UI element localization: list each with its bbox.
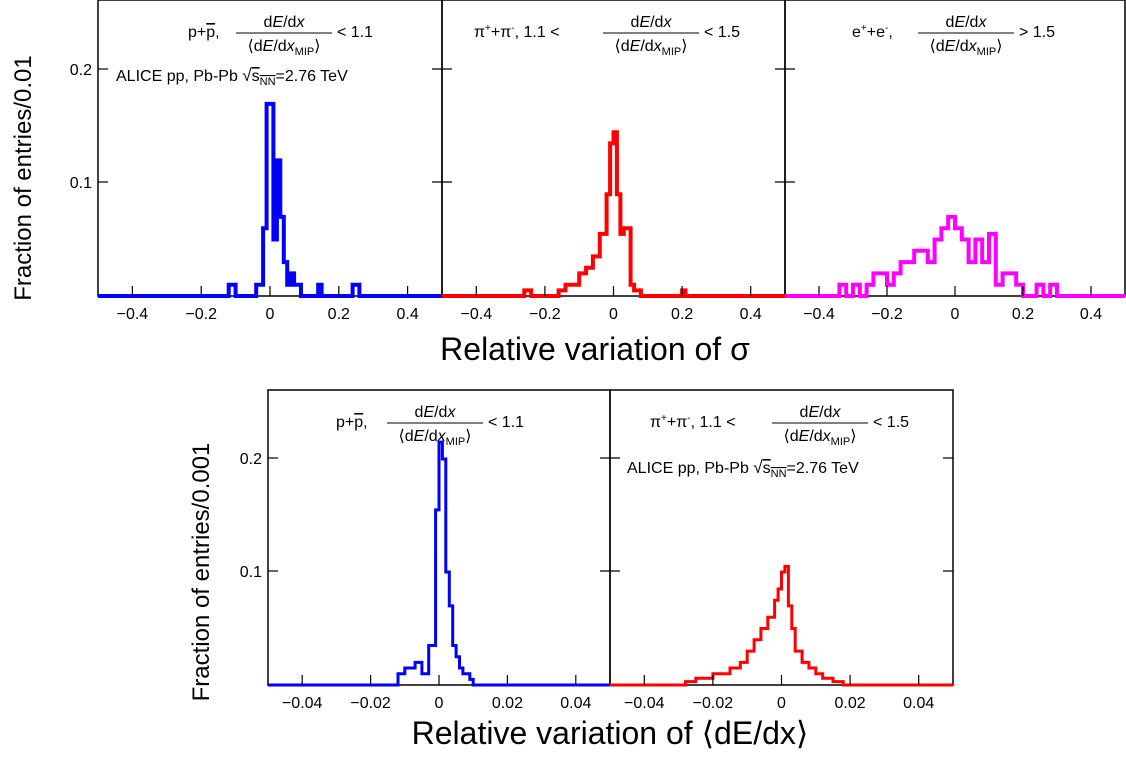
species-label: p+p, bbox=[188, 24, 220, 41]
top-xtick-label: 0.2 bbox=[1012, 306, 1034, 323]
bottom-ytick-0.1: 0.1 bbox=[240, 564, 262, 581]
top-panel-2-histogram bbox=[442, 130, 785, 298]
svg-text:π++π-, 1.1 <: π++π-, 1.1 < bbox=[474, 23, 560, 41]
svg-text:> 1.5: > 1.5 bbox=[1019, 24, 1055, 41]
bottom-xtick-label: 0 bbox=[435, 695, 444, 712]
top-xtick-label: −0.4 bbox=[461, 306, 493, 323]
top-panel-1-label: p+p, dE/dx ⟨dE/dxMIP⟩ < 1.1 bbox=[188, 14, 373, 58]
bottom-xtick-label: 0 bbox=[777, 695, 786, 712]
bottom-ytick-0.2: 0.2 bbox=[240, 451, 262, 468]
top-xtick-label: 0.2 bbox=[671, 306, 693, 323]
top-collab-label: ALICE pp, Pb-Pb √sNN=2.76 TeV bbox=[116, 66, 348, 88]
top-y-axis-title: Fraction of entries/0.01 bbox=[10, 55, 37, 300]
top-xtick-label: 0.4 bbox=[1080, 306, 1102, 323]
top-panel-1-histogram bbox=[98, 101, 442, 298]
svg-text:p+p,: p+p, bbox=[336, 414, 368, 431]
bottom-y-axis: 0.1 0.2 bbox=[240, 451, 953, 581]
bottom-2-histogram-line bbox=[610, 564, 953, 687]
svg-text:⟨dE/dxMIP⟩: ⟨dE/dxMIP⟩ bbox=[784, 428, 857, 448]
bottom-xtick-label: 0.04 bbox=[903, 695, 934, 712]
top-xtick-label: 0 bbox=[951, 306, 960, 323]
top-panel-3-histogram bbox=[785, 214, 1125, 298]
top-panel-2-label: π++π-, 1.1 < dE/dx ⟨dE/dxMIP⟩ < 1.5 bbox=[474, 14, 740, 58]
top-y-axis: 0.1 0.2 bbox=[70, 62, 795, 192]
bottom-x-axis: −0.04 −0.02 0 0.02 0.04 −0.04 −0.02 0 0.02 0.04 bbox=[282, 675, 934, 712]
svg-text:⟨dE/dxMIP⟩: ⟨dE/dxMIP⟩ bbox=[399, 428, 472, 448]
top-panel-3-label: e++e-, dE/dx ⟨dE/dxMIP⟩ > 1.5 bbox=[852, 14, 1055, 58]
bottom-xtick-label: 0.02 bbox=[492, 695, 523, 712]
top-xtick-label: 0.2 bbox=[328, 306, 350, 323]
bottom-panel-2-label: π++π-, 1.1 < dE/dx ⟨dE/dxMIP⟩ < 1.5 bbox=[650, 404, 909, 448]
bottom-xtick-label: −0.02 bbox=[350, 695, 391, 712]
fraction-denominator: ⟨dE/dxMIP⟩ bbox=[248, 38, 321, 58]
top-ytick-0.2: 0.2 bbox=[70, 62, 92, 79]
top-xtick-label: −0.2 bbox=[871, 306, 903, 323]
bottom-xtick-label: −0.04 bbox=[282, 695, 323, 712]
bottom-panel-2-frame bbox=[609, 389, 954, 686]
top-2-histogram-line bbox=[442, 130, 785, 298]
svg-text:e++e-,: e++e-, bbox=[852, 23, 893, 41]
bottom-xtick-label: −0.02 bbox=[693, 695, 734, 712]
top-xtick-label: 0 bbox=[609, 306, 618, 323]
bottom-x-axis-title: Relative variation of ⟨dE/dx⟩ bbox=[412, 715, 809, 751]
top-xtick-label: −0.4 bbox=[117, 306, 149, 323]
top-x-axis-title: Relative variation of σ bbox=[440, 331, 750, 367]
bottom-xtick-label: −0.04 bbox=[624, 695, 665, 712]
bottom-xtick-label: 0.02 bbox=[835, 695, 866, 712]
bottom-xtick-label: 0.04 bbox=[560, 695, 591, 712]
top-xtick-label: −0.2 bbox=[185, 306, 217, 323]
bottom-1-histogram-line bbox=[268, 440, 610, 687]
svg-text:dE/dx: dE/dx bbox=[946, 14, 988, 31]
bottom-panel-1-label: p+p, dE/dx ⟨dE/dxMIP⟩ < 1.1 bbox=[336, 404, 524, 448]
top-1-histogram-line bbox=[98, 101, 442, 298]
top-xtick-label: 0.4 bbox=[740, 306, 762, 323]
top-xtick-label: −0.4 bbox=[803, 306, 835, 323]
svg-text:< 1.1: < 1.1 bbox=[488, 414, 524, 431]
top-xtick-label: 0.4 bbox=[396, 306, 418, 323]
top-x-axis: −0.4 −0.2 0 0.2 0.4 −0.4 −0.2 0 0.2 0.4 −0.4 −0.2 0 0… bbox=[117, 286, 1102, 323]
bottom-y-axis-title: Fraction of entries/0.001 bbox=[188, 443, 215, 702]
top-3-histogram-line bbox=[785, 214, 1125, 298]
svg-text:dE/dx: dE/dx bbox=[800, 404, 842, 421]
bottom-row: 0.1 0.2 −0.04 −0.02 0 0.02 0.04 −0.04 −0.02 0 0.… bbox=[188, 389, 954, 751]
svg-text:⟨dE/dxMIP⟩: ⟨dE/dxMIP⟩ bbox=[615, 38, 688, 58]
top-panel-2-frame bbox=[441, 0, 786, 297]
svg-text:dE/dx: dE/dx bbox=[631, 14, 673, 31]
top-row: 0.1 0.2 −0.4 −0.2 0 0.2 0.4 −0.4 −0.2 0 0.2 0.4 −0… bbox=[10, 0, 1126, 367]
top-xtick-label: −0.2 bbox=[529, 306, 561, 323]
svg-text:dE/dx: dE/dx bbox=[415, 404, 457, 421]
svg-text:< 1.5: < 1.5 bbox=[704, 24, 740, 41]
bottom-panel-2-histogram bbox=[610, 564, 953, 687]
bottom-collab-label: ALICE pp, Pb-Pb √sNN=2.76 TeV bbox=[627, 458, 859, 480]
svg-text:⟨dE/dxMIP⟩: ⟨dE/dxMIP⟩ bbox=[930, 38, 1003, 58]
fraction-numerator: dE/dx bbox=[264, 14, 306, 31]
top-xtick-label: 0 bbox=[266, 306, 275, 323]
svg-text:ALICE pp, Pb-Pb √sNN=2.76 TeV: ALICE pp, Pb-Pb √sNN=2.76 TeV bbox=[627, 458, 859, 480]
svg-text:π++π-, 1.1 <: π++π-, 1.1 < bbox=[650, 413, 736, 431]
bottom-panel-1-histogram bbox=[268, 440, 610, 687]
top-ytick-0.1: 0.1 bbox=[70, 175, 92, 192]
svg-text:ALICE pp, Pb-Pb √sNN=2.76 TeV: ALICE pp, Pb-Pb √sNN=2.76 TeV bbox=[116, 66, 348, 88]
cut-label: < 1.1 bbox=[337, 24, 373, 41]
svg-text:< 1.5: < 1.5 bbox=[873, 414, 909, 431]
